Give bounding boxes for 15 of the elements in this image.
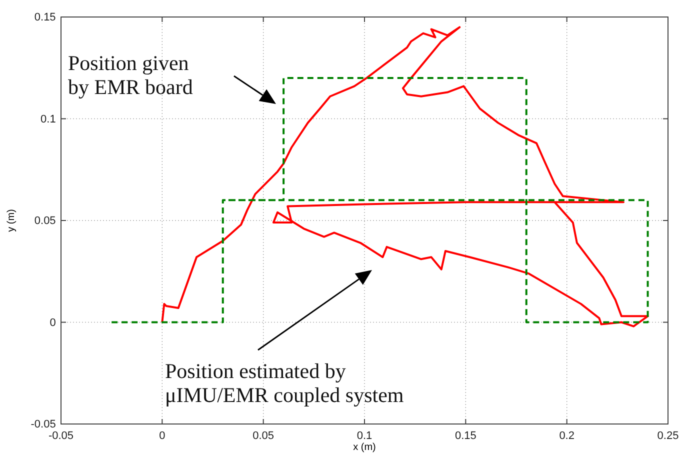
y-axis-title: y (m): [6, 209, 17, 232]
x-tick-label: 0.1: [356, 430, 372, 442]
y-tick-label: 0: [50, 316, 56, 329]
x-tick-label: 0.05: [252, 430, 274, 442]
x-axis-title: x (m): [353, 442, 376, 453]
y-tick-label: 0.15: [34, 12, 56, 24]
y-tick-label: 0.05: [34, 215, 56, 228]
annotation: Position estimated by μIMU/EMR coupled system: [165, 359, 404, 408]
y-tick-label: 0.1: [40, 113, 56, 126]
x-tick-label: 0.15: [454, 430, 476, 442]
y-tick-label: -0.05: [30, 418, 56, 431]
x-tick-label: 0.25: [657, 430, 679, 442]
x-tick-label: 0.2: [559, 430, 574, 442]
annotation: Position given by EMR board: [68, 51, 194, 100]
x-tick-label: 0: [159, 430, 166, 442]
